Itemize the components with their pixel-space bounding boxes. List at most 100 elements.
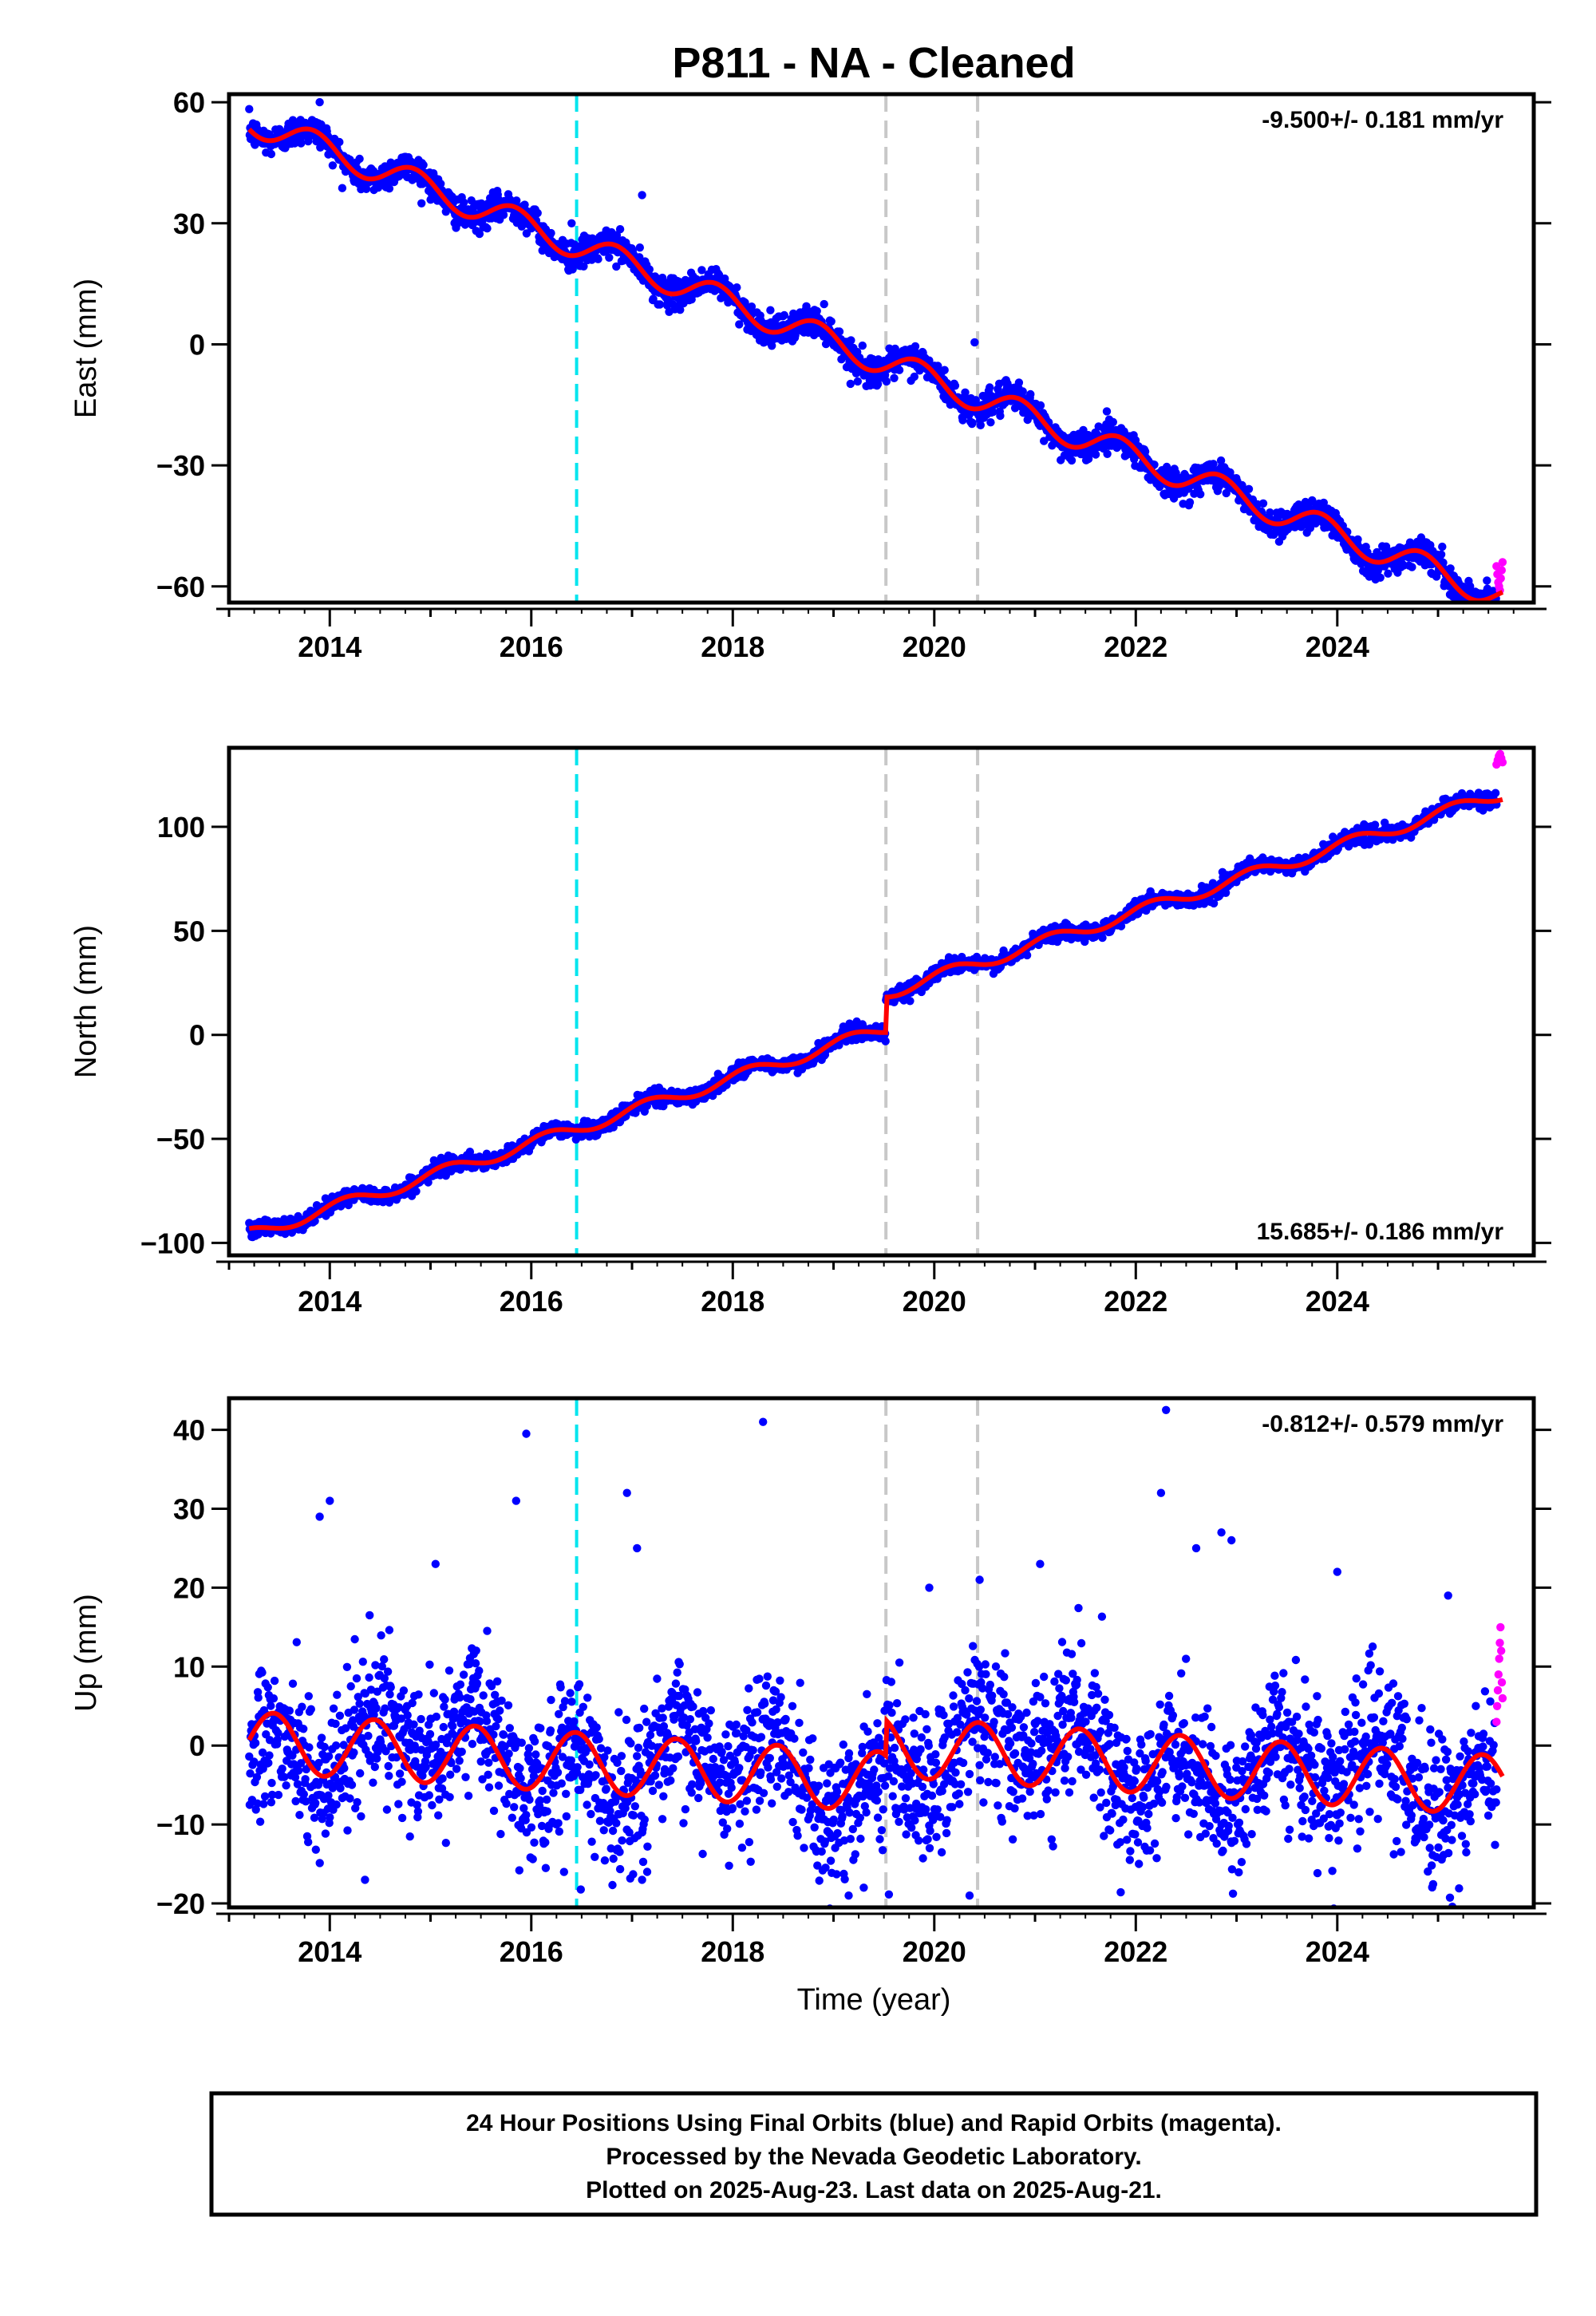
data-point — [890, 373, 899, 382]
data-point — [895, 366, 904, 374]
x-tick-label: 2024 — [1306, 630, 1369, 663]
data-point — [635, 243, 644, 252]
data-point — [1140, 447, 1150, 456]
data-point — [1266, 508, 1274, 517]
data-point — [1018, 387, 1027, 396]
east-frame — [227, 92, 1536, 605]
data-point — [512, 196, 521, 205]
data-point — [958, 416, 967, 425]
data-point — [297, 139, 306, 148]
data-point — [579, 262, 588, 271]
data-point — [733, 283, 741, 292]
x-tick-label: 2022 — [1104, 630, 1167, 663]
data-point — [1155, 482, 1164, 492]
data-point — [911, 342, 920, 351]
data-point — [846, 379, 855, 389]
data-point — [1091, 450, 1100, 459]
data-point — [649, 294, 658, 303]
data-point — [1408, 563, 1416, 571]
data-point — [483, 224, 492, 233]
data-point — [766, 306, 775, 314]
east-y-axis-title: East (mm) — [69, 279, 103, 418]
data-point — [1353, 535, 1362, 544]
data-point — [1185, 498, 1195, 507]
data-point — [437, 180, 445, 188]
y-tick-label: 30 — [173, 207, 205, 240]
data-point — [989, 408, 998, 417]
data-point — [1436, 550, 1446, 559]
data-point — [594, 255, 602, 263]
y-tick-label: −30 — [156, 449, 205, 482]
data-point — [547, 228, 555, 238]
data-point — [412, 1187, 421, 1196]
y-tick-label: 0 — [189, 328, 205, 361]
data-point — [976, 421, 986, 429]
data-point — [986, 383, 994, 392]
data-point — [645, 265, 654, 274]
data-point — [655, 300, 665, 309]
data-point — [475, 229, 484, 239]
data-point — [881, 1037, 890, 1045]
y-tick-label: 60 — [173, 86, 205, 119]
data-point — [1258, 499, 1268, 508]
data-point — [1376, 573, 1385, 582]
data-point — [499, 211, 508, 219]
data-point — [747, 302, 757, 311]
data-point — [820, 299, 828, 309]
data-point — [361, 184, 371, 193]
data-point — [910, 372, 919, 381]
data-point — [615, 225, 625, 234]
data-point — [1222, 488, 1231, 498]
data-point — [605, 253, 614, 262]
data-point — [335, 137, 344, 147]
data-point — [344, 1200, 353, 1210]
data-point — [676, 306, 685, 314]
data-point — [355, 154, 364, 164]
data-point — [328, 161, 338, 170]
east-model-curve — [247, 126, 1504, 603]
data-point — [1102, 407, 1112, 416]
x-tick-label: 2014 — [298, 630, 361, 663]
east-panel: 2014 2016 2018 2020 2022 202460300−30−60East … — [69, 86, 1551, 663]
chart-title: P811 - NA - Cleaned — [672, 39, 1075, 87]
data-point — [735, 320, 744, 329]
data-point — [638, 191, 646, 200]
data-point — [1103, 449, 1112, 458]
data-point — [780, 310, 788, 320]
x-tick-label: 2020 — [903, 630, 966, 663]
x-tick-label: 2016 — [500, 630, 563, 663]
data-point — [1384, 569, 1393, 578]
data-point — [940, 366, 949, 374]
data-point — [961, 388, 970, 397]
data-point — [847, 336, 855, 345]
data-point — [1026, 389, 1035, 399]
east-plot-area — [245, 94, 1507, 603]
rapid-data-point — [1496, 574, 1505, 583]
data-point — [385, 184, 394, 193]
data-point — [1067, 456, 1077, 465]
data-point — [853, 377, 863, 386]
data-point — [812, 306, 821, 315]
data-point — [858, 341, 867, 350]
data-point — [315, 97, 324, 107]
data-point — [1022, 951, 1032, 960]
data-point — [1438, 542, 1447, 551]
data-point — [996, 411, 1005, 421]
data-point — [1196, 490, 1205, 499]
data-point — [1483, 576, 1491, 585]
data-point — [697, 266, 706, 275]
data-point — [1244, 484, 1254, 493]
data-point — [275, 124, 284, 133]
data-point — [533, 208, 542, 218]
data-point — [567, 219, 576, 227]
data-point — [986, 418, 995, 427]
data-point — [950, 381, 960, 390]
data-point — [419, 160, 428, 169]
data-point — [934, 362, 942, 370]
data-point — [459, 198, 468, 207]
data-point — [1446, 564, 1455, 573]
data-point — [1130, 455, 1139, 464]
data-point — [968, 418, 977, 427]
